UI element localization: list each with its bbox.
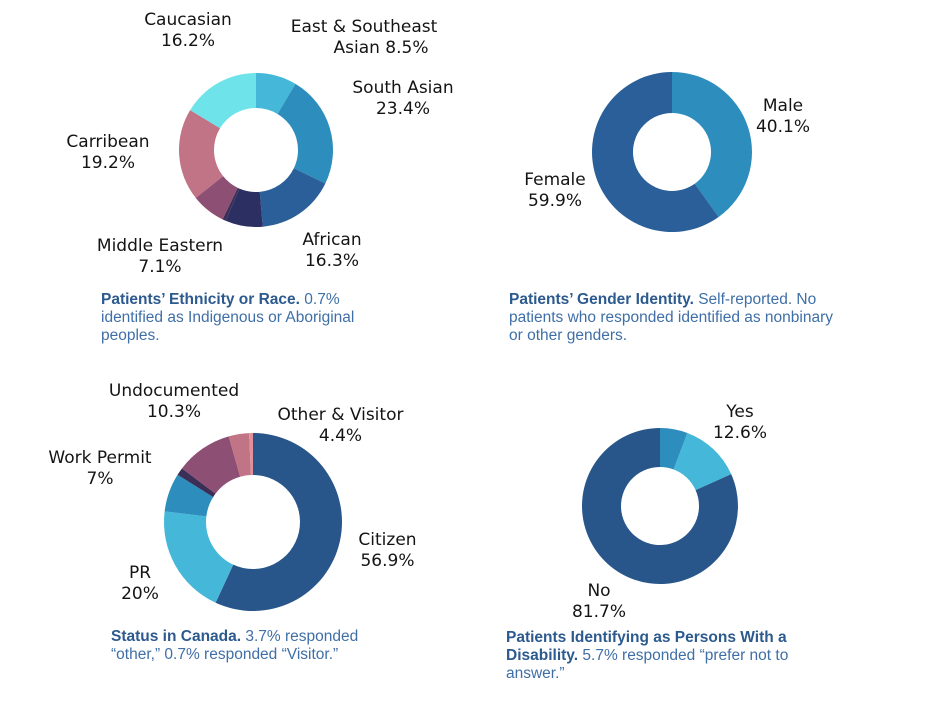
donut-slice-4 (222, 187, 240, 221)
caption-text: 0.7% identified as Indigenous or Aborigi… (101, 291, 355, 344)
donut-slice-1 (164, 511, 234, 603)
donut-slice-0 (256, 73, 296, 114)
donut-slice-3 (225, 188, 263, 227)
label-other-visitor: Other & Visitor 4.4% (277, 405, 404, 446)
donut-slice-4 (181, 436, 241, 494)
donut-slice-6 (179, 110, 224, 198)
caption-text: 5.7% responded “prefer not to answer.” (506, 647, 789, 682)
donut-slice-0 (215, 433, 342, 611)
donut-slice-0 (672, 72, 752, 218)
caption-text: 3.7% responded “other,” 0.7% responded “… (111, 628, 359, 663)
donut-slice-6 (249, 433, 253, 476)
label-south-asian: South Asian 23.4% (352, 78, 454, 119)
caption-title: Status in Canada. (111, 628, 242, 645)
label-citizen: Citizen 56.9% (358, 530, 417, 571)
donut-slice-2 (259, 168, 326, 227)
disability-donut-chart (582, 428, 738, 584)
label-african: African 16.3% (302, 230, 362, 271)
label-middle-eastern: Middle Eastern 7.1% (96, 236, 224, 277)
disability-caption: Patients Identifying as Persons With a D… (506, 629, 846, 683)
label-caucasian: Caucasian 16.2% (144, 10, 232, 51)
ethnicity-caption: Patients’ Ethnicity or Race. 0.7% identi… (101, 291, 401, 345)
donut-slice-5 (228, 433, 251, 477)
ethnicity-donut-chart (179, 73, 333, 227)
status-donut-chart (164, 433, 342, 611)
donut-slice-2 (582, 428, 738, 584)
gender-caption: Patients’ Gender Identity. Self-reported… (509, 291, 849, 345)
donut-slice-7 (190, 73, 256, 129)
caption-title: Patients’ Gender Identity. (509, 291, 694, 308)
label-male: Male 40.1% (755, 96, 810, 137)
label-east-southeast-asian: East & Southeast Asian 8.5% (290, 17, 438, 58)
donut-slice-0 (660, 428, 688, 470)
donut-slice-2 (164, 474, 214, 517)
donut-slice-1 (277, 83, 333, 184)
label-female: Female 59.9% (524, 170, 586, 211)
status-caption: Status in Canada. 3.7% responded “other,… (111, 628, 411, 664)
caption-title: Patients Identifying as Persons With a D… (506, 629, 787, 664)
gender-donut-chart (592, 72, 752, 232)
caption-title: Patients’ Ethnicity or Race. (101, 291, 300, 308)
label-carribean: Carribean 19.2% (66, 132, 150, 173)
donut-slice-3 (177, 468, 216, 498)
donut-slice-5 (195, 176, 238, 220)
caption-text: Self-reported. No patients who responded… (509, 291, 834, 344)
label-undocumented: Undocumented 10.3% (108, 381, 240, 422)
donut-slice-1 (673, 432, 732, 491)
label-work-permit: Work Permit 7% (48, 448, 152, 489)
donut-slice-1 (592, 72, 719, 232)
label-no: No 81.7% (571, 581, 626, 622)
label-yes: Yes 12.6% (712, 402, 767, 443)
label-pr: PR 20% (121, 563, 159, 604)
